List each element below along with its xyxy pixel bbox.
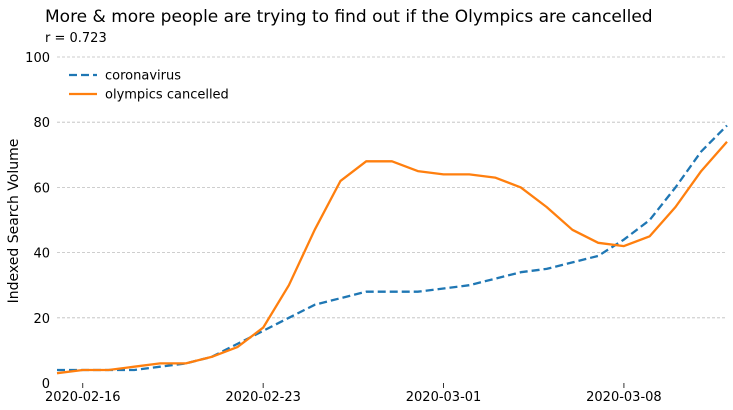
gridlines bbox=[57, 56, 727, 319]
y-tick-label: 0 bbox=[42, 377, 50, 392]
x-axis-ticks: 2020-02-16 2020-02-23 2020-03-01 2020-03-08 bbox=[45, 383, 662, 405]
y-tick-label: 40 bbox=[33, 247, 50, 262]
y-tick-label: 80 bbox=[33, 116, 50, 131]
x-tick-label: 2020-02-23 bbox=[225, 390, 301, 405]
chart-subtitle: r = 0.723 bbox=[45, 31, 107, 46]
series-line-olympics-cancelled bbox=[56, 141, 728, 375]
chart-title: More & more people are trying to find ou… bbox=[45, 7, 653, 27]
legend-label: coronavirus bbox=[105, 69, 181, 84]
y-axis-ticks: 0 20 40 60 80 100 bbox=[25, 51, 50, 392]
legend-label: olympics cancelled bbox=[105, 88, 229, 103]
x-tick-label: 2020-03-01 bbox=[406, 390, 482, 405]
x-tick-label: 2020-03-08 bbox=[586, 390, 662, 405]
y-tick-label: 100 bbox=[25, 51, 50, 66]
series-lines bbox=[56, 124, 728, 375]
y-axis-label: Indexed Search Volume bbox=[6, 139, 22, 304]
legend: coronavirus olympics cancelled bbox=[69, 69, 229, 103]
y-tick-label: 60 bbox=[33, 181, 50, 196]
x-tick-label: 2020-02-16 bbox=[45, 390, 121, 405]
y-tick-label: 20 bbox=[33, 312, 50, 327]
